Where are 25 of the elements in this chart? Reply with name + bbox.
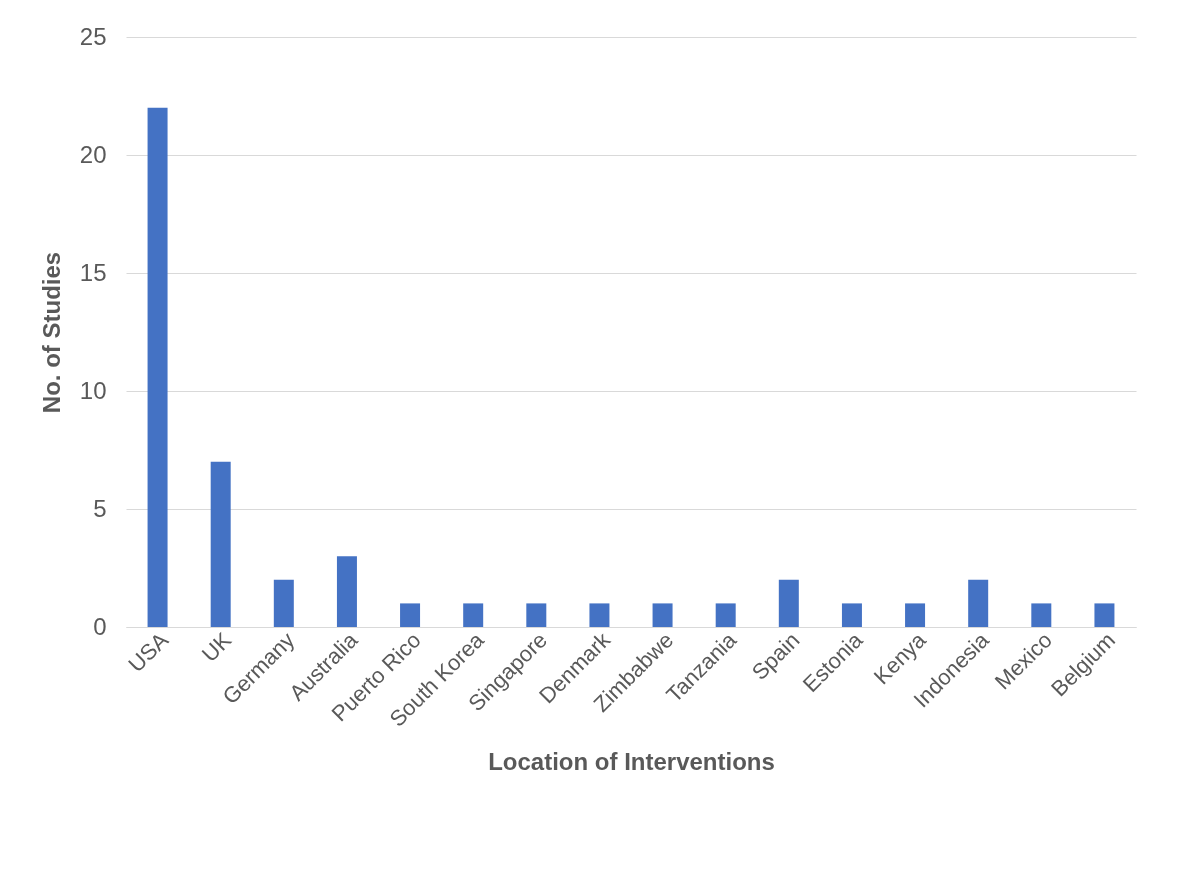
bar (968, 579, 989, 627)
bar (147, 107, 168, 627)
x-tick-label: USA (123, 627, 174, 678)
bar (841, 603, 862, 627)
bar (905, 603, 926, 627)
bar (1094, 603, 1115, 627)
bar (1031, 603, 1052, 627)
bar (400, 603, 421, 627)
y-tick-label: 15 (79, 258, 107, 286)
x-axis-title: Location of Interventions (488, 747, 775, 775)
bar (463, 603, 484, 627)
bar (336, 556, 357, 627)
y-tick-label: 20 (79, 140, 107, 168)
bar (652, 603, 673, 627)
bar (526, 603, 547, 627)
bar (778, 579, 799, 627)
y-tick-label: 5 (93, 494, 107, 522)
y-tick-label: 25 (79, 22, 107, 50)
y-tick-label: 10 (79, 376, 107, 404)
y-tick-label: 0 (93, 612, 107, 640)
y-axis-title: No. of Studies (37, 251, 65, 414)
bar (273, 579, 294, 627)
bar (589, 603, 610, 627)
bar (210, 461, 231, 627)
bar (715, 603, 736, 627)
